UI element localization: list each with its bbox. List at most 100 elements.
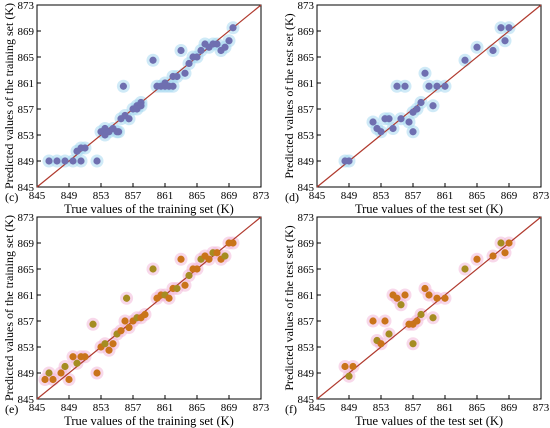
data-point: [213, 249, 221, 257]
x-tick-label: 857: [405, 190, 422, 202]
data-point: [109, 340, 117, 348]
data-point: [369, 317, 377, 325]
data-point: [173, 72, 181, 81]
data-point: [425, 291, 433, 299]
data-point: [409, 128, 417, 136]
data-point: [417, 310, 425, 319]
y-axis-label: Predicted values of the test set (K): [282, 225, 296, 390]
data-point: [421, 69, 429, 77]
x-tick-label: 861: [437, 190, 454, 202]
y-tick-label: 869: [18, 26, 35, 38]
data-point: [177, 255, 185, 263]
panel-label: (c): [5, 190, 18, 204]
y-tick-label: 873: [18, 0, 35, 12]
data-point: [349, 362, 357, 371]
panel-label: (d): [285, 190, 299, 204]
data-point: [213, 40, 221, 48]
data-point: [505, 24, 513, 32]
y-tick-label: 853: [298, 342, 315, 354]
data-point: [429, 102, 437, 110]
x-tick-label: 873: [253, 190, 270, 202]
data-point: [229, 24, 237, 32]
data-point: [397, 115, 405, 123]
data-point: [381, 317, 389, 325]
data-point: [81, 353, 89, 361]
y-tick-label: 861: [18, 290, 35, 302]
y-tick-label: 845: [298, 182, 315, 194]
y-tick-label: 869: [18, 238, 35, 250]
data-point: [185, 59, 193, 68]
data-point: [417, 98, 425, 107]
y-axis-label: Predicted values of the training set (K): [2, 3, 16, 189]
y-tick-label: 873: [298, 0, 315, 12]
data-point: [401, 291, 409, 299]
data-point: [125, 323, 133, 332]
data-point: [229, 239, 237, 247]
data-point: [341, 362, 349, 371]
data-point: [205, 255, 213, 263]
data-point: [149, 56, 157, 64]
y-tick-label: 849: [18, 156, 35, 168]
data-point: [221, 43, 229, 51]
data-point: [389, 124, 397, 133]
y-tick-label: 857: [18, 316, 35, 328]
data-point: [345, 372, 353, 380]
y-axis-label: Predicted values of the test set (K): [282, 13, 296, 178]
x-tick-label: 861: [157, 190, 174, 202]
data-point: [181, 281, 189, 289]
y-tick-label: 857: [298, 104, 315, 116]
y-axis-label: Predicted values of the training set (K): [2, 215, 16, 401]
y-tick-label: 853: [18, 130, 35, 142]
x-tick-label: 857: [125, 190, 142, 202]
data-point: [221, 252, 229, 260]
x-tick-label: 865: [469, 190, 486, 202]
x-tick-label: 845: [29, 402, 46, 414]
data-point: [505, 239, 513, 247]
data-point: [385, 115, 393, 123]
x-axis-label: True values of the test set (K): [355, 414, 503, 428]
data-point: [177, 46, 185, 55]
data-point: [441, 82, 449, 90]
data-point: [53, 157, 61, 165]
data-point: [81, 144, 89, 152]
data-point: [409, 340, 417, 348]
data-point: [141, 310, 149, 319]
data-point: [413, 105, 421, 113]
x-tick-label: 857: [405, 402, 422, 414]
y-tick-label: 849: [298, 368, 315, 380]
data-point: [497, 24, 505, 32]
y-tick-label: 865: [298, 52, 315, 64]
data-point: [69, 353, 77, 361]
data-point: [169, 82, 177, 90]
data-point: [393, 294, 401, 302]
x-tick-label: 873: [533, 190, 550, 202]
y-tick-label: 869: [298, 238, 315, 250]
x-tick-label: 865: [469, 402, 486, 414]
identity-line: [36, 4, 262, 188]
data-point: [193, 53, 201, 61]
x-tick-label: 845: [309, 190, 326, 202]
x-tick-label: 865: [189, 190, 206, 202]
data-point: [413, 317, 421, 325]
data-point: [405, 118, 413, 126]
data-point: [61, 362, 69, 371]
y-tick-label: 869: [298, 26, 315, 38]
data-point: [461, 56, 469, 64]
data-point: [125, 115, 133, 123]
data-point: [105, 346, 113, 354]
data-point: [401, 82, 409, 90]
x-tick-label: 869: [501, 190, 518, 202]
data-point: [441, 294, 449, 302]
data-point: [433, 82, 441, 90]
y-tick-label: 857: [298, 316, 315, 328]
y-tick-label: 853: [18, 342, 35, 354]
x-tick-label: 853: [373, 402, 390, 414]
x-tick-label: 865: [189, 402, 206, 414]
identity-line: [316, 4, 542, 188]
y-tick-label: 845: [18, 394, 35, 406]
data-point: [149, 265, 157, 273]
data-point: [433, 294, 441, 302]
data-point: [461, 265, 469, 273]
